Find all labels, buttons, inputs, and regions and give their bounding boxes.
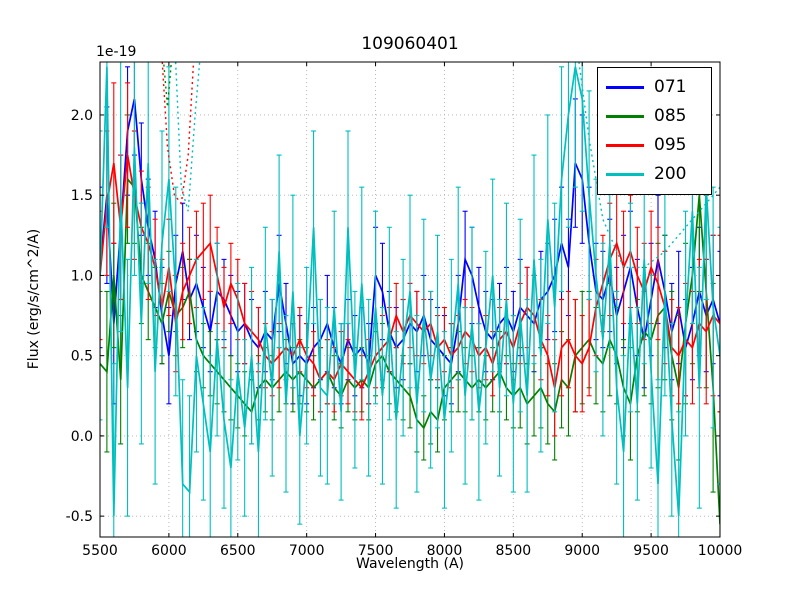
axis-ticks: 5500 6000 6500 7000 7500 8000 8500 9000 9500 1000…	[66, 62, 743, 559]
x-tick-label: 7500	[358, 543, 394, 559]
x-tick-label: 9500	[633, 543, 669, 559]
y-tick-label: 0.5	[71, 349, 93, 365]
legend-line-sample	[606, 173, 644, 176]
x-tick-label: 7000	[289, 543, 325, 559]
x-tick-label: 5500	[82, 543, 118, 559]
legend-entry: 095	[606, 131, 703, 160]
dotted-segments	[161, 62, 720, 269]
y-tick-label: 1.0	[71, 268, 93, 284]
y-tick-label: 0.0	[71, 429, 93, 445]
x-tick-label: 10000	[698, 543, 743, 559]
legend-label: 071	[654, 77, 687, 97]
chart-series-group	[100, 62, 720, 537]
legend-entry: 085	[606, 102, 703, 131]
axes-frame	[99, 61, 721, 538]
y-tick-label: -0.5	[66, 509, 93, 525]
chart-title: 109060401	[361, 34, 459, 54]
y-axis-label: Flux (erg/s/cm^2/A)	[26, 228, 42, 370]
x-tick-label: 6000	[151, 543, 187, 559]
y-axis-offset-label: 1e-19	[96, 44, 137, 60]
legend-entry: 071	[606, 73, 703, 102]
series-200	[100, 62, 720, 537]
legend-line-sample	[606, 115, 644, 118]
legend-line-sample	[606, 144, 644, 147]
legend: 071 085 095 200	[597, 67, 712, 195]
legend-label: 085	[654, 106, 687, 126]
x-tick-label: 8000	[427, 543, 463, 559]
y-tick-label: 2.0	[71, 108, 93, 124]
x-tick-label: 8500	[496, 543, 532, 559]
x-tick-label: 9000	[564, 543, 600, 559]
legend-label: 095	[654, 135, 687, 155]
x-tick-label: 6500	[220, 543, 256, 559]
y-tick-label: 1.5	[71, 188, 93, 204]
x-axis-label: Wavelength (A)	[355, 556, 465, 572]
legend-entry: 200	[606, 160, 703, 189]
legend-label: 200	[654, 164, 687, 184]
legend-line-sample	[606, 86, 644, 89]
